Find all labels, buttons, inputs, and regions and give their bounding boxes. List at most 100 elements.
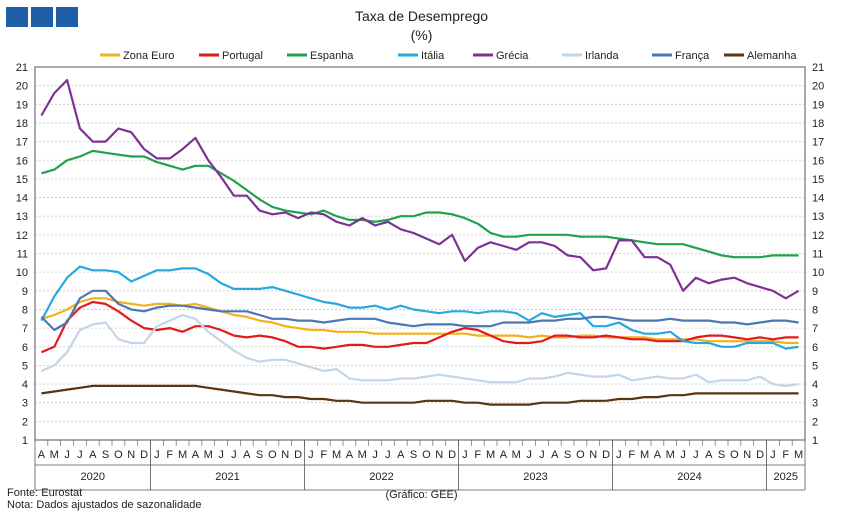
x-tick-month: A xyxy=(38,449,46,461)
x-tick-month: S xyxy=(102,449,109,461)
x-tick-month: A xyxy=(654,449,662,461)
x-tick-month: S xyxy=(564,449,571,461)
y-tick-label-left: 14 xyxy=(16,193,28,205)
series-line xyxy=(41,297,799,345)
x-tick-month: J xyxy=(77,449,83,461)
y-tick-label-right: 9 xyxy=(812,286,818,298)
series-line xyxy=(40,300,799,354)
y-tick-label-right: 11 xyxy=(812,249,823,261)
x-tick-month: D xyxy=(756,449,764,461)
y-tick-label-left: 20 xyxy=(16,81,28,93)
x-tick-month: N xyxy=(743,449,751,461)
x-tick-month: F xyxy=(782,449,789,461)
y-tick-label-right: 2 xyxy=(812,416,818,428)
y-tick-label-right: 14 xyxy=(812,193,824,205)
x-tick-month: O xyxy=(422,449,431,461)
y-tick-label-left: 21 xyxy=(16,62,28,74)
legend-label: Portugal xyxy=(222,50,263,62)
x-tick-month: F xyxy=(320,449,327,461)
x-tick-month: A xyxy=(397,449,405,461)
x-tick-month: M xyxy=(666,449,675,461)
x-tick-month: J xyxy=(680,449,686,461)
x-tick-month: M xyxy=(794,449,803,461)
x-tick-month: D xyxy=(140,449,148,461)
series-line xyxy=(40,265,799,350)
x-tick-month: J xyxy=(231,449,237,461)
x-tick-month: M xyxy=(50,449,59,461)
x-tick-month: S xyxy=(256,449,263,461)
x-tick-month: J xyxy=(218,449,224,461)
legend-label: Grécia xyxy=(496,50,529,62)
y-tick-label-right: 21 xyxy=(812,62,824,74)
x-tick-month: S xyxy=(410,449,417,461)
y-tick-label-right: 7 xyxy=(812,323,818,335)
x-tick-month: J xyxy=(372,449,378,461)
y-tick-label-left: 18 xyxy=(16,118,28,130)
y-tick-label-left: 7 xyxy=(22,323,28,335)
legend: Zona Euro Portugal Espanha Itália Grécia Irla… xyxy=(100,50,797,62)
x-tick-month: M xyxy=(178,449,187,461)
y-tick-label-right: 6 xyxy=(812,342,818,354)
chart-credit: (Gráfico: GEE) xyxy=(385,489,458,501)
y-tick-label-right: 5 xyxy=(812,360,818,372)
x-tick-month: N xyxy=(435,449,443,461)
x-tick-month: N xyxy=(281,449,289,461)
y-tick-label-right: 15 xyxy=(812,174,824,186)
y-tick-label-left: 8 xyxy=(22,304,28,316)
series-line xyxy=(40,313,799,387)
x-tick-month: D xyxy=(448,449,456,461)
y-tick-label-right: 12 xyxy=(812,230,824,242)
x-tick-month: J xyxy=(64,449,70,461)
y-tick-label-right: 13 xyxy=(812,211,824,223)
y-tick-label-left: 9 xyxy=(22,286,28,298)
x-tick-month: A xyxy=(192,449,200,461)
gee-logo xyxy=(6,7,78,27)
y-tick-label-left: 10 xyxy=(16,267,28,279)
x-tick-month: A xyxy=(346,449,354,461)
legend-label: Itália xyxy=(421,50,445,62)
y-tick-label-left: 12 xyxy=(16,230,28,242)
y-tick-label-right: 8 xyxy=(812,304,818,316)
y-tick-label-left: 11 xyxy=(17,249,28,261)
y-tick-label-left: 13 xyxy=(16,211,28,223)
x-tick-month: N xyxy=(589,449,597,461)
x-year-label: 2023 xyxy=(523,471,547,483)
x-tick-month: F xyxy=(166,449,173,461)
x-tick-month: J xyxy=(154,449,160,461)
x-tick-month: D xyxy=(602,449,610,461)
x-tick-month: J xyxy=(693,449,699,461)
x-tick-month: J xyxy=(385,449,391,461)
chart-title: Taxa de Desemprego xyxy=(354,8,489,24)
x-tick-month: M xyxy=(332,449,341,461)
x-tick-month: O xyxy=(114,449,123,461)
x-tick-month: S xyxy=(718,449,725,461)
x-tick-month: A xyxy=(89,449,97,461)
x-year-label: 2022 xyxy=(369,471,393,483)
x-year-label: 2020 xyxy=(81,471,105,483)
x-tick-month: N xyxy=(127,449,135,461)
x-year-label: 2021 xyxy=(215,471,239,483)
x-year-label: 2025 xyxy=(774,471,798,483)
x-tick-month: O xyxy=(576,449,585,461)
chart-unit: (%) xyxy=(410,27,433,43)
y-tick-label-right: 20 xyxy=(812,81,824,93)
x-tick-month: A xyxy=(500,449,508,461)
y-tick-label-left: 17 xyxy=(16,137,28,149)
x-tick-month: O xyxy=(730,449,739,461)
legend-label: França xyxy=(675,50,710,62)
y-tick-label-left: 1 xyxy=(22,435,28,447)
x-tick-month: J xyxy=(308,449,314,461)
series-line xyxy=(40,289,799,332)
x-tick-month: J xyxy=(462,449,468,461)
y-tick-label-right: 16 xyxy=(812,155,824,167)
y-tick-label-right: 18 xyxy=(812,118,824,130)
x-tick-month: A xyxy=(551,449,559,461)
x-year-label: 2024 xyxy=(677,471,701,483)
x-tick-month: J xyxy=(539,449,545,461)
x-tick-month: J xyxy=(616,449,622,461)
x-tick-month: F xyxy=(628,449,635,461)
x-tick-month: A xyxy=(705,449,713,461)
